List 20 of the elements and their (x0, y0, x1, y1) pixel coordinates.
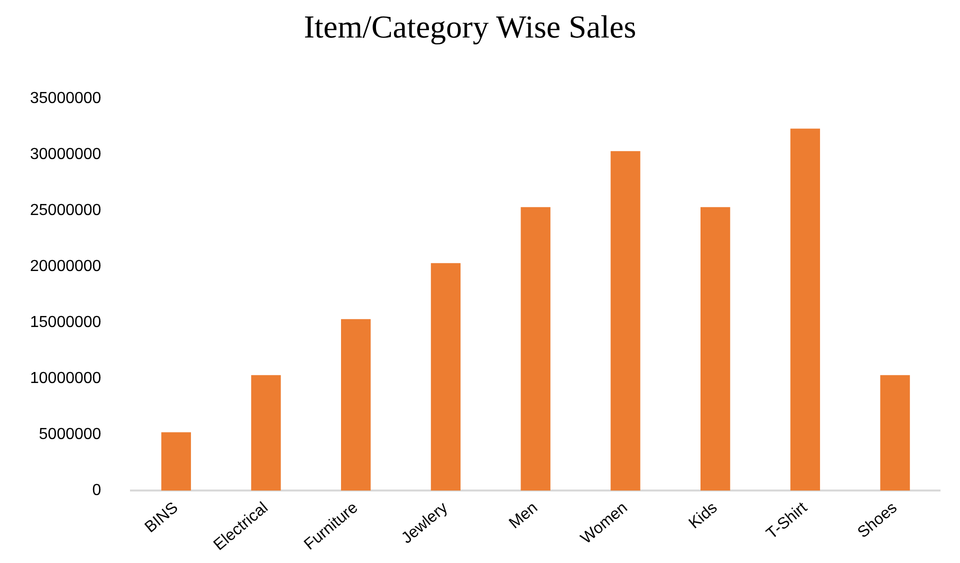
bar (700, 207, 730, 491)
bar (790, 128, 820, 491)
bar (161, 432, 191, 491)
bar (341, 319, 371, 491)
y-tick-label: 20000000 (30, 258, 102, 275)
bar (880, 375, 910, 491)
x-tick-label: Men (506, 499, 541, 532)
bar (251, 375, 281, 491)
bar (520, 207, 550, 491)
bar (610, 151, 640, 491)
y-tick-label: 25000000 (30, 202, 102, 219)
x-tick-label: Kids (686, 499, 721, 532)
bar (430, 263, 461, 491)
chart-title: Item/Category Wise Sales (304, 8, 636, 45)
y-tick-label: 30000000 (30, 146, 102, 163)
y-tick-label: 0 (92, 482, 102, 499)
y-tick-label: 15000000 (30, 314, 102, 331)
y-tick-label: 35000000 (30, 90, 102, 107)
y-tick-label: 10000000 (30, 370, 102, 387)
y-tick-label: 5000000 (38, 426, 102, 443)
